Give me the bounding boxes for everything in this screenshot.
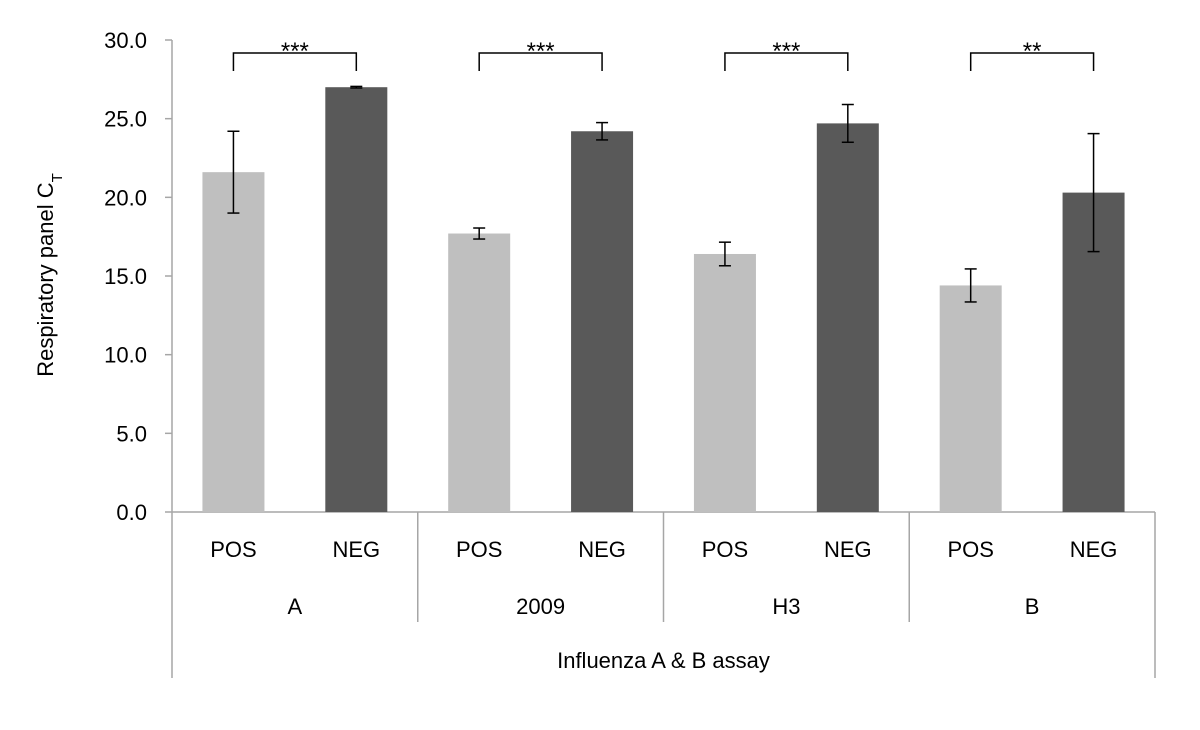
bar-b-pos (939, 285, 1002, 512)
plot-area: 0.0 5.0 10.0 15.0 20.0 25.0 30.0 POS NEG A *** POS N… (104, 28, 1156, 678)
group-label: 2009 (516, 594, 565, 619)
y-tick-label: 25.0 (104, 107, 147, 132)
y-axis-title-main: Respiratory panel C (33, 182, 58, 377)
significance-label: *** (772, 38, 800, 65)
bar-a-neg (325, 87, 388, 512)
y-tick-label: 0.0 (116, 500, 147, 525)
category-label: POS (456, 537, 502, 562)
group-label: H3 (772, 594, 800, 619)
y-tick-label: 15.0 (104, 264, 147, 289)
category-label: POS (702, 537, 748, 562)
y-tick-label: 30.0 (104, 28, 147, 53)
y-axis-title: Respiratory panel CT (33, 173, 66, 377)
y-tick-label: 10.0 (104, 343, 147, 368)
y-tick-label: 5.0 (116, 421, 147, 446)
significance-bracket (478, 52, 603, 71)
significance-bracket (969, 52, 1095, 71)
significance-bracket (724, 52, 849, 71)
bar-2009-neg (571, 131, 634, 512)
category-label: NEG (332, 537, 380, 562)
group-label: A (288, 594, 303, 619)
category-label: NEG (824, 537, 872, 562)
category-label: NEG (1070, 537, 1118, 562)
category-label: NEG (578, 537, 626, 562)
y-axis-title-subscript: T (49, 173, 66, 182)
bar-h3-pos (693, 253, 756, 512)
bar-h3-neg (816, 123, 879, 513)
category-label: POS (210, 537, 256, 562)
significance-label: *** (281, 38, 309, 65)
bar-2009-pos (448, 233, 511, 512)
category-label: POS (947, 537, 993, 562)
group-label: B (1025, 594, 1040, 619)
significance-label: ** (1023, 38, 1042, 65)
y-tick-label: 20.0 (104, 185, 147, 210)
x-axis-title: Influenza A & B assay (557, 648, 770, 673)
significance-bracket (232, 52, 358, 71)
significance-label: *** (527, 38, 555, 65)
bar-a-pos (202, 172, 265, 512)
